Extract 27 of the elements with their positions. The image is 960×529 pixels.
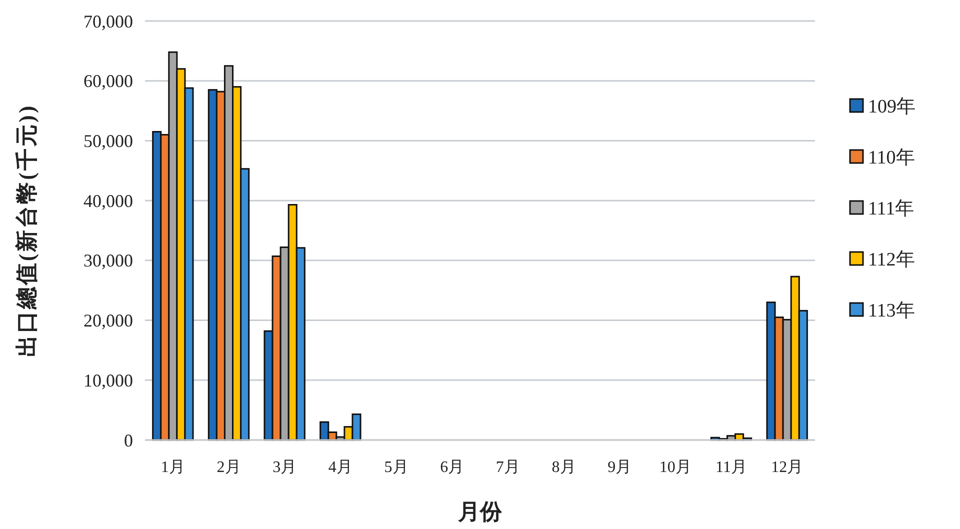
legend-label: 112年 xyxy=(868,250,915,271)
x-tick-label: 7月 xyxy=(496,459,520,476)
x-axis-title: 月份 xyxy=(457,499,503,524)
y-tick-label: 70,000 xyxy=(84,11,133,32)
x-tick-label: 8月 xyxy=(552,459,576,476)
y-tick-label: 40,000 xyxy=(84,190,133,211)
x-tick-label: 6月 xyxy=(440,459,464,476)
x-tick-label: 1月 xyxy=(160,459,185,476)
x-tick-label: 10月 xyxy=(659,459,692,476)
y-tick-label: 60,000 xyxy=(84,71,133,92)
y-tick-label: 30,000 xyxy=(84,250,133,271)
y-tick-label: 10,000 xyxy=(84,370,133,390)
legend-label: 111年 xyxy=(868,198,914,220)
legend-label: 113年 xyxy=(868,300,915,322)
y-axis-title: 出口總值(新台幣(千元)) xyxy=(14,104,39,358)
x-tick-label: 3月 xyxy=(272,459,297,476)
legend-label: 109年 xyxy=(868,96,916,118)
y-tick-label: 20,000 xyxy=(84,310,133,331)
x-tick-label: 9月 xyxy=(608,459,632,476)
y-tick-label: 50,000 xyxy=(84,131,133,152)
x-tick-label: 12月 xyxy=(771,459,804,476)
x-tick-label: 2月 xyxy=(216,459,241,476)
legend-label: 110年 xyxy=(868,148,915,169)
y-tick-label: 0 xyxy=(124,430,133,450)
x-tick-label: 4月 xyxy=(328,459,352,476)
x-tick-label: 11月 xyxy=(716,459,747,476)
x-tick-label: 5月 xyxy=(384,459,408,476)
